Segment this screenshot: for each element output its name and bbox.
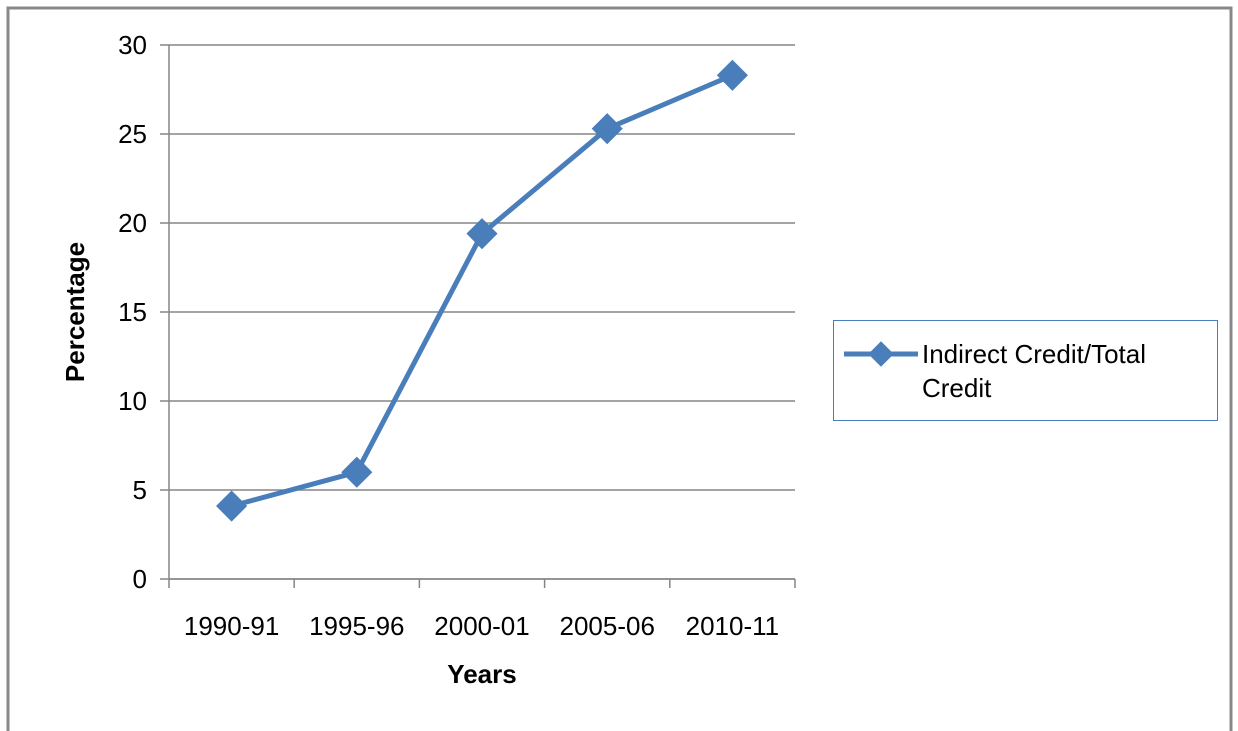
marker: [716, 59, 748, 91]
marker: [466, 218, 498, 250]
y-tick-label: 0: [133, 564, 147, 594]
legend-label: Indirect Credit/Total Credit: [922, 339, 1146, 403]
y-tick-label: 5: [133, 475, 147, 505]
x-tick-label: 2005-06: [559, 611, 654, 641]
legend-marker: [868, 341, 894, 367]
y-tick-label: 30: [118, 30, 147, 60]
y-tick-label: 25: [118, 119, 147, 149]
legend: Indirect Credit/Total Credit: [833, 320, 1218, 421]
x-tick-label: 2000-01: [434, 611, 529, 641]
x-tick-label: 1990-91: [184, 611, 279, 641]
y-tick-label: 20: [118, 208, 147, 238]
x-tick-label: 2010-11: [686, 611, 780, 641]
legend-symbol: [844, 341, 918, 367]
y-axis-label: Percentage: [60, 242, 90, 382]
frame: [6, 6, 1233, 731]
y-tick-label: 10: [118, 386, 147, 416]
y-tick-label: 15: [118, 297, 147, 327]
marker: [216, 490, 248, 522]
x-tick-label: 1995-96: [309, 611, 404, 641]
series-line: [230, 72, 734, 509]
marker: [341, 456, 373, 488]
x-axis-label: Years: [447, 659, 516, 689]
